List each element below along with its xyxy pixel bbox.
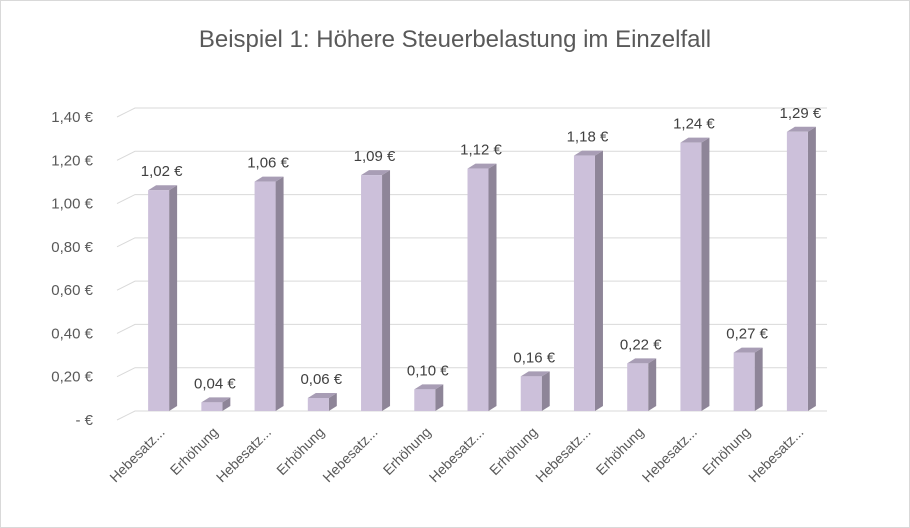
bar-top [467, 163, 497, 169]
y-tick-label: 1,40 € [51, 109, 93, 126]
y-tick-label: 0,20 € [51, 369, 93, 386]
chart-title: Beispiel 1: Höhere Steuerbelastung im Ei… [199, 26, 711, 53]
x-tick-label: Hebesatz... [319, 424, 380, 485]
bar-top [307, 393, 337, 399]
bar [254, 176, 284, 411]
bar-top [148, 185, 178, 191]
data-label: 1,09 € [354, 148, 396, 165]
data-label: 0,04 € [194, 375, 236, 392]
bar [573, 150, 603, 411]
x-tick-label: Erhöhung [593, 424, 647, 478]
data-label: 1,02 € [141, 163, 183, 180]
data-label: 0,06 € [300, 371, 342, 388]
bar-front [786, 131, 808, 412]
data-label: 0,22 € [620, 336, 662, 353]
bar-side [382, 170, 391, 411]
bar-front [148, 190, 170, 411]
bar-top [201, 397, 231, 403]
bar-top [627, 358, 657, 364]
x-tick-label: Erhöhung [167, 424, 221, 478]
x-tick-label: Erhöhung [699, 424, 753, 478]
bar-front [254, 181, 276, 411]
y-tick-label: 1,20 € [51, 152, 93, 169]
x-tick-label: Hebesatz... [745, 424, 806, 485]
bar [627, 358, 657, 411]
x-tick-label: Hebesatz... [426, 424, 487, 485]
y-axis: - € 0,20 € 0,40 € 0,60 € 0,80 € 1,00 € 1,20 € 1… [51, 109, 93, 429]
data-label: 1,24 € [673, 116, 715, 133]
x-tick-label: Hebesatz... [639, 424, 700, 485]
bar-side [701, 137, 710, 411]
bar-top [361, 170, 391, 176]
bar-front [201, 402, 223, 411]
bar-top [680, 137, 710, 143]
x-tick-label: Hebesatz... [532, 424, 593, 485]
data-label: 1,18 € [567, 129, 609, 146]
bar-top [520, 371, 550, 377]
bar-front [361, 175, 383, 411]
y-tick-label: 0,60 € [51, 282, 93, 299]
data-label: 1,12 € [460, 142, 502, 159]
bar [467, 163, 497, 411]
bar-side [648, 358, 657, 411]
data-label: 1,29 € [780, 105, 822, 122]
bar-side [541, 371, 550, 411]
data-label: 0,27 € [726, 326, 768, 343]
bar-front [414, 389, 436, 411]
bar-side [275, 176, 284, 411]
bar-side [594, 150, 603, 411]
bar [201, 397, 231, 411]
bar-side [169, 185, 178, 411]
x-tick-label: Hebesatz... [213, 424, 274, 485]
data-labels: 1,02 € 0,04 € 1,06 € 0,06 € 1,09 € 0,10 € 1,12… [141, 105, 822, 393]
gridline [116, 107, 827, 118]
x-tick-label: Erhöhung [273, 424, 327, 478]
data-label: 0,10 € [407, 362, 449, 379]
bar-top [414, 384, 444, 390]
bar-side [807, 126, 816, 412]
bar-front [520, 376, 542, 411]
bar-side [754, 347, 763, 411]
bar [520, 371, 550, 411]
bar-side [488, 163, 497, 411]
y-tick-label: 0,80 € [51, 239, 93, 256]
y-tick-label: - € [75, 412, 93, 429]
bars [148, 126, 816, 412]
bar-top [254, 176, 284, 182]
x-tick-label: Erhöhung [380, 424, 434, 478]
gridline [116, 410, 827, 421]
data-label: 0,16 € [513, 349, 555, 366]
bar [148, 185, 178, 411]
data-label: 1,06 € [247, 155, 289, 172]
bar-front [627, 363, 649, 411]
y-tick-label: 1,00 € [51, 196, 93, 213]
bar [307, 393, 337, 411]
bar-front [680, 142, 702, 411]
bar-front [573, 155, 595, 411]
bar-front [467, 168, 489, 411]
bar-top [733, 347, 763, 353]
bar-top [786, 126, 816, 132]
bar [680, 137, 710, 411]
bar-side [328, 393, 337, 411]
bar-side [435, 384, 444, 411]
bar-front [307, 398, 329, 411]
bar [786, 126, 816, 412]
bar [733, 347, 763, 411]
bar [414, 384, 444, 411]
y-tick-label: 0,40 € [51, 325, 93, 342]
x-tick-label: Erhöhung [486, 424, 540, 478]
x-axis: Hebesatz...ErhöhungHebesatz...ErhöhungHe… [106, 424, 806, 485]
bar-side [222, 397, 231, 411]
bar-front [733, 352, 755, 411]
grid-layer [116, 107, 827, 421]
bar [361, 170, 391, 411]
bar-top [573, 150, 603, 156]
x-tick-label: Hebesatz... [106, 424, 167, 485]
